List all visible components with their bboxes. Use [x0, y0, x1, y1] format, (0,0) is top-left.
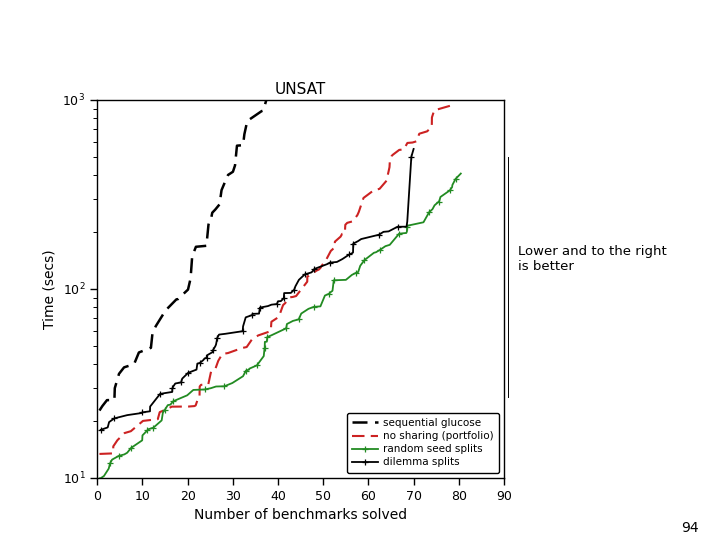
no sharing (portfolio): [449, 100, 458, 106]
sequential glucose: [211, 206, 220, 213]
X-axis label: Number of benchmarks solved: Number of benchmarks solved: [194, 508, 408, 522]
sequential glucose: [110, 397, 119, 403]
sequential glucose: [192, 244, 200, 250]
dilemma splits: [177, 379, 186, 386]
sequential glucose: [233, 143, 241, 149]
sequential glucose: [135, 349, 143, 356]
sequential glucose: [161, 307, 170, 314]
dilemma splits: [96, 427, 105, 433]
sequential glucose: [188, 253, 197, 260]
Text: 94: 94: [681, 521, 698, 535]
random seed splits: [158, 409, 167, 416]
sequential glucose: [130, 361, 138, 367]
sequential glucose: [257, 108, 266, 114]
dilemma splits: [267, 301, 276, 308]
sequential glucose: [186, 274, 195, 281]
sequential glucose: [186, 276, 195, 282]
sequential glucose: [202, 242, 211, 249]
sequential glucose: [151, 323, 160, 329]
sequential glucose: [217, 187, 226, 193]
random seed splits: [94, 476, 103, 483]
no sharing (portfolio): [357, 200, 366, 207]
Title: UNSAT: UNSAT: [275, 82, 326, 97]
dilemma splits: [202, 354, 211, 361]
Line: sequential glucose: sequential glucose: [99, 89, 269, 410]
sequential glucose: [229, 168, 238, 175]
sequential glucose: [207, 216, 215, 222]
sequential glucose: [174, 296, 182, 302]
sequential glucose: [204, 221, 213, 228]
sequential glucose: [205, 218, 214, 225]
random seed splits: [143, 427, 152, 434]
random seed splits: [456, 170, 465, 177]
dilemma splits: [264, 303, 272, 309]
Line: no sharing (portfolio): no sharing (portfolio): [99, 103, 454, 454]
dilemma splits: [374, 232, 383, 238]
dilemma splits: [177, 378, 186, 384]
sequential glucose: [243, 118, 251, 124]
sequential glucose: [95, 407, 104, 414]
sequential glucose: [148, 329, 157, 336]
random seed splits: [112, 454, 121, 461]
sequential glucose: [259, 107, 268, 114]
sequential glucose: [230, 162, 239, 168]
sequential glucose: [120, 364, 128, 370]
sequential glucose: [265, 85, 274, 92]
no sharing (portfolio): [127, 428, 135, 435]
sequential glucose: [172, 296, 181, 302]
sequential glucose: [215, 201, 224, 208]
no sharing (portfolio): [330, 245, 339, 251]
dilemma splits: [409, 146, 418, 152]
sequential glucose: [110, 385, 119, 392]
sequential glucose: [224, 172, 233, 178]
Legend: sequential glucose, no sharing (portfolio), random seed splits, dilemma splits: sequential glucose, no sharing (portfoli…: [346, 413, 499, 472]
Line: dilemma splits: dilemma splits: [97, 145, 417, 433]
random seed splits: [381, 243, 390, 249]
no sharing (portfolio): [95, 451, 104, 457]
sequential glucose: [147, 345, 156, 351]
sequential glucose: [239, 142, 248, 149]
random seed splits: [356, 262, 364, 269]
sequential glucose: [125, 362, 133, 369]
sequential glucose: [103, 397, 112, 403]
sequential glucose: [114, 370, 123, 377]
no sharing (portfolio): [190, 403, 199, 409]
random seed splits: [316, 303, 325, 309]
no sharing (portfolio): [197, 382, 205, 388]
sequential glucose: [184, 286, 192, 293]
no sharing (portfolio): [382, 177, 391, 184]
Y-axis label: Time (secs): Time (secs): [43, 249, 57, 329]
Text: Cactus Plot: Cactus Plot: [18, 30, 221, 64]
Line: random seed splits: random seed splits: [95, 170, 464, 483]
sequential glucose: [222, 174, 231, 181]
sequential glucose: [208, 210, 217, 216]
sequential glucose: [240, 131, 248, 138]
Text: Lower and to the right
is better: Lower and to the right is better: [518, 245, 667, 273]
sequential glucose: [98, 403, 107, 409]
